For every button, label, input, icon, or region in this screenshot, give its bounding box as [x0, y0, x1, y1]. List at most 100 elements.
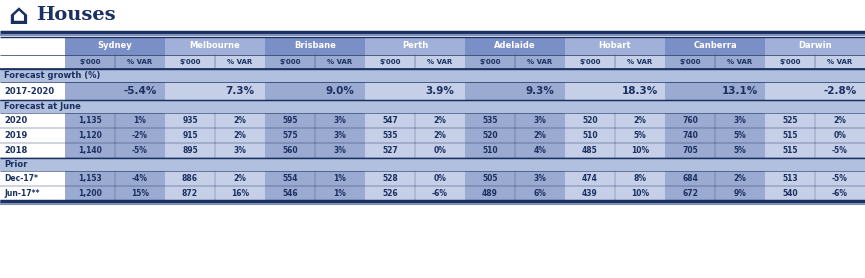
Text: 1,135: 1,135: [78, 116, 102, 125]
Bar: [565, 171, 665, 186]
Bar: [765, 128, 865, 143]
Bar: [0, 113, 65, 128]
Text: 489: 489: [482, 189, 498, 198]
Text: $'000: $'000: [679, 59, 701, 65]
Text: 2%: 2%: [534, 131, 547, 140]
Text: 535: 535: [382, 131, 398, 140]
Text: % VAR: % VAR: [427, 59, 452, 65]
Bar: [665, 171, 765, 186]
Bar: [365, 186, 465, 201]
Bar: [465, 55, 565, 69]
Bar: [165, 143, 265, 158]
Text: 2019: 2019: [4, 131, 28, 140]
Text: -2.8%: -2.8%: [823, 86, 856, 96]
Text: Melbourne: Melbourne: [189, 41, 240, 51]
Bar: [265, 37, 365, 55]
Text: 3%: 3%: [534, 116, 547, 125]
Bar: [0, 100, 865, 113]
Text: 474: 474: [582, 174, 598, 183]
Text: -5%: -5%: [832, 174, 848, 183]
Text: 10%: 10%: [631, 146, 649, 155]
Bar: [665, 37, 765, 55]
Text: 5%: 5%: [634, 131, 646, 140]
Bar: [365, 171, 465, 186]
Text: 9.3%: 9.3%: [526, 86, 554, 96]
Text: 595: 595: [282, 116, 298, 125]
Text: 915: 915: [183, 131, 198, 140]
Text: 2%: 2%: [734, 174, 746, 183]
Bar: [265, 171, 365, 186]
Text: 3%: 3%: [234, 146, 247, 155]
Text: 9%: 9%: [734, 189, 746, 198]
Text: 5%: 5%: [734, 146, 746, 155]
Text: 2020: 2020: [4, 116, 28, 125]
Bar: [565, 113, 665, 128]
Text: 520: 520: [482, 131, 498, 140]
Text: % VAR: % VAR: [227, 59, 253, 65]
Text: 3%: 3%: [734, 116, 746, 125]
Text: 15%: 15%: [131, 189, 149, 198]
Text: 527: 527: [382, 146, 398, 155]
Text: 8%: 8%: [633, 174, 646, 183]
Text: Sydney: Sydney: [98, 41, 132, 51]
Bar: [65, 82, 165, 100]
Bar: [765, 82, 865, 100]
Text: 1%: 1%: [334, 189, 347, 198]
Bar: [665, 186, 765, 201]
Text: 2%: 2%: [433, 116, 446, 125]
Bar: [0, 205, 865, 278]
Bar: [565, 143, 665, 158]
Text: Canberra: Canberra: [693, 41, 737, 51]
Text: $'000: $'000: [779, 59, 801, 65]
Bar: [765, 55, 865, 69]
Text: 13.1%: 13.1%: [722, 86, 758, 96]
Bar: [165, 113, 265, 128]
Text: 10%: 10%: [631, 189, 649, 198]
Bar: [0, 186, 65, 201]
Text: 525: 525: [782, 116, 798, 125]
Text: 935: 935: [183, 116, 198, 125]
Text: Perth: Perth: [402, 41, 428, 51]
Text: 560: 560: [282, 146, 298, 155]
Bar: [65, 171, 165, 186]
Text: -5%: -5%: [132, 146, 148, 155]
Bar: [365, 37, 465, 55]
Bar: [765, 186, 865, 201]
Text: Forecast at June: Forecast at June: [4, 102, 80, 111]
Text: 1,153: 1,153: [78, 174, 102, 183]
Bar: [365, 82, 465, 100]
Text: 575: 575: [282, 131, 298, 140]
Text: 1,200: 1,200: [78, 189, 102, 198]
Text: % VAR: % VAR: [727, 59, 753, 65]
Bar: [165, 186, 265, 201]
Text: 510: 510: [482, 146, 498, 155]
Bar: [165, 82, 265, 100]
Bar: [0, 128, 65, 143]
Bar: [65, 186, 165, 201]
Text: 5%: 5%: [734, 131, 746, 140]
Text: 505: 505: [483, 174, 497, 183]
Bar: [765, 171, 865, 186]
Text: 684: 684: [682, 174, 698, 183]
Bar: [65, 37, 165, 55]
Text: -6%: -6%: [432, 189, 448, 198]
Text: 554: 554: [282, 174, 298, 183]
Text: 760: 760: [682, 116, 698, 125]
Text: 510: 510: [582, 131, 598, 140]
Text: % VAR: % VAR: [627, 59, 652, 65]
Text: Prior: Prior: [4, 160, 28, 169]
Bar: [265, 128, 365, 143]
Text: 2%: 2%: [433, 131, 446, 140]
Bar: [65, 55, 165, 69]
Text: 2%: 2%: [234, 174, 247, 183]
Bar: [0, 23, 65, 55]
Text: 526: 526: [382, 189, 398, 198]
Text: 7.3%: 7.3%: [226, 86, 254, 96]
Text: 0%: 0%: [433, 174, 446, 183]
Text: 3.9%: 3.9%: [426, 86, 454, 96]
Bar: [65, 113, 165, 128]
Text: Brisbane: Brisbane: [294, 41, 336, 51]
Text: -6%: -6%: [832, 189, 848, 198]
Text: -2%: -2%: [132, 131, 148, 140]
Text: $'000: $'000: [580, 59, 601, 65]
